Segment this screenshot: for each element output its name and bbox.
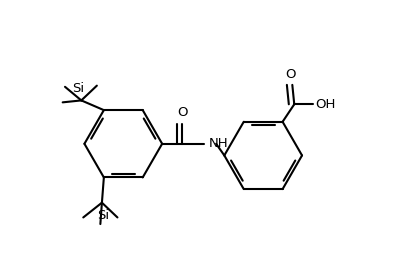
Text: Si: Si [72,82,85,95]
Text: O: O [285,68,295,81]
Text: O: O [177,106,187,119]
Text: NH: NH [208,137,228,150]
Text: Si: Si [96,209,109,221]
Text: OH: OH [314,98,334,111]
